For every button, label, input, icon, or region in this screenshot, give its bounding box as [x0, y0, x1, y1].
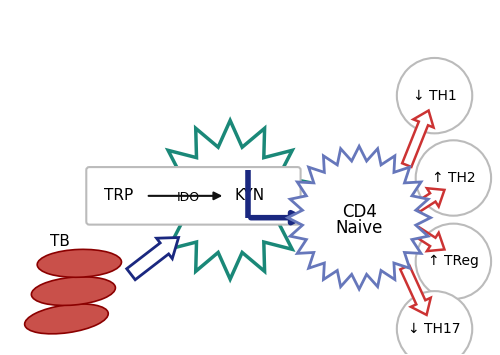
Circle shape: [416, 140, 491, 216]
Text: TRP: TRP: [104, 189, 134, 203]
Text: Naive: Naive: [336, 219, 383, 236]
FancyArrow shape: [402, 110, 434, 167]
Text: KYN: KYN: [235, 189, 265, 203]
FancyArrow shape: [414, 188, 444, 212]
Text: ↑ TH2: ↑ TH2: [432, 171, 475, 185]
Text: ↑ TReg: ↑ TReg: [428, 254, 479, 268]
Ellipse shape: [32, 277, 116, 305]
Text: APC: APC: [212, 191, 248, 209]
Polygon shape: [153, 120, 308, 279]
Circle shape: [397, 291, 472, 355]
FancyArrow shape: [126, 237, 178, 280]
Ellipse shape: [24, 304, 108, 334]
Circle shape: [397, 58, 472, 133]
Ellipse shape: [37, 249, 121, 277]
FancyBboxPatch shape: [86, 167, 300, 225]
Circle shape: [416, 224, 491, 299]
Text: IDO: IDO: [177, 191, 200, 204]
Text: ↓ TH17: ↓ TH17: [408, 322, 461, 336]
Polygon shape: [288, 146, 430, 289]
Text: ↓ TH1: ↓ TH1: [412, 89, 457, 103]
FancyArrow shape: [400, 265, 430, 315]
Text: CD4: CD4: [342, 203, 376, 221]
Text: TB: TB: [50, 234, 70, 249]
FancyArrow shape: [414, 228, 444, 251]
